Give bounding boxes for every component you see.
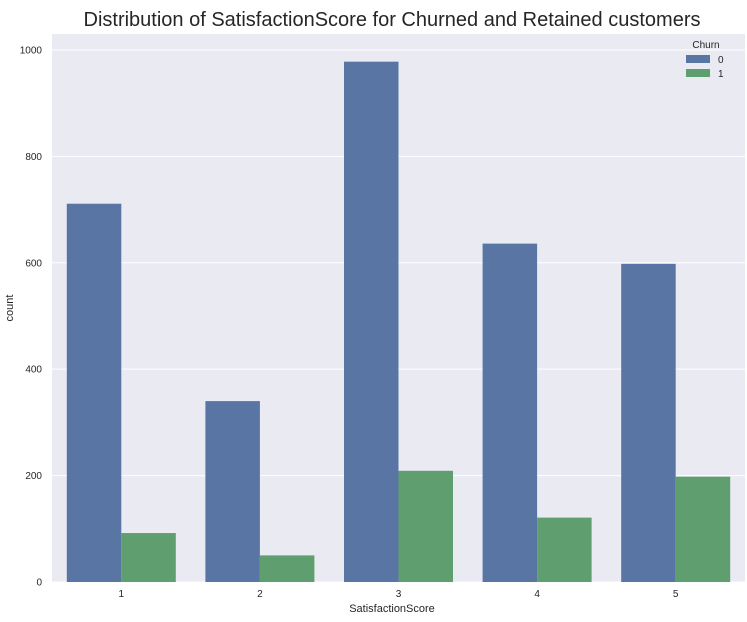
y-tick-label: 1000 <box>20 45 43 56</box>
y-tick-label: 0 <box>36 578 42 589</box>
x-axis-label: SatisfactionScore <box>349 603 435 615</box>
bar-churn-0-score-4 <box>482 243 538 583</box>
chart-title: Distribution of SatisfactionScore for Ch… <box>84 9 701 31</box>
x-tick-label: 3 <box>396 589 402 600</box>
x-tick-label: 2 <box>257 589 263 600</box>
bar-churn-1-score-2 <box>259 555 315 582</box>
y-tick-label: 400 <box>25 365 42 376</box>
bar-churn-0-score-5 <box>621 263 676 582</box>
bar-churn-1-score-5 <box>675 476 731 582</box>
y-axis-label: count <box>4 295 16 322</box>
y-tick-labels: 0 200 400 600 800 1000 <box>20 45 43 588</box>
y-tick-label: 600 <box>25 258 42 269</box>
legend-swatch-1 <box>686 69 710 77</box>
bar-churn-0-score-2 <box>205 401 260 582</box>
legend-swatch-0 <box>686 55 710 63</box>
bar-churn-1-score-1 <box>121 533 176 582</box>
x-tick-labels: 1 2 3 4 5 <box>119 589 679 600</box>
bar-churn-1-score-4 <box>537 517 592 582</box>
bar-churn-0-score-1 <box>66 203 122 582</box>
x-tick-label: 5 <box>673 589 679 600</box>
legend: Churn 0 1 <box>686 40 724 80</box>
legend-label-1: 1 <box>718 69 724 80</box>
x-tick-label: 4 <box>534 589 540 600</box>
y-tick-label: 800 <box>25 152 42 163</box>
legend-title: Churn <box>692 40 719 51</box>
y-tick-label: 200 <box>25 471 42 482</box>
bars <box>66 61 731 583</box>
x-tick-label: 1 <box>119 589 125 600</box>
bar-churn-1-score-3 <box>398 470 453 582</box>
legend-label-0: 0 <box>718 55 724 66</box>
bar-churn-0-score-3 <box>344 61 399 583</box>
